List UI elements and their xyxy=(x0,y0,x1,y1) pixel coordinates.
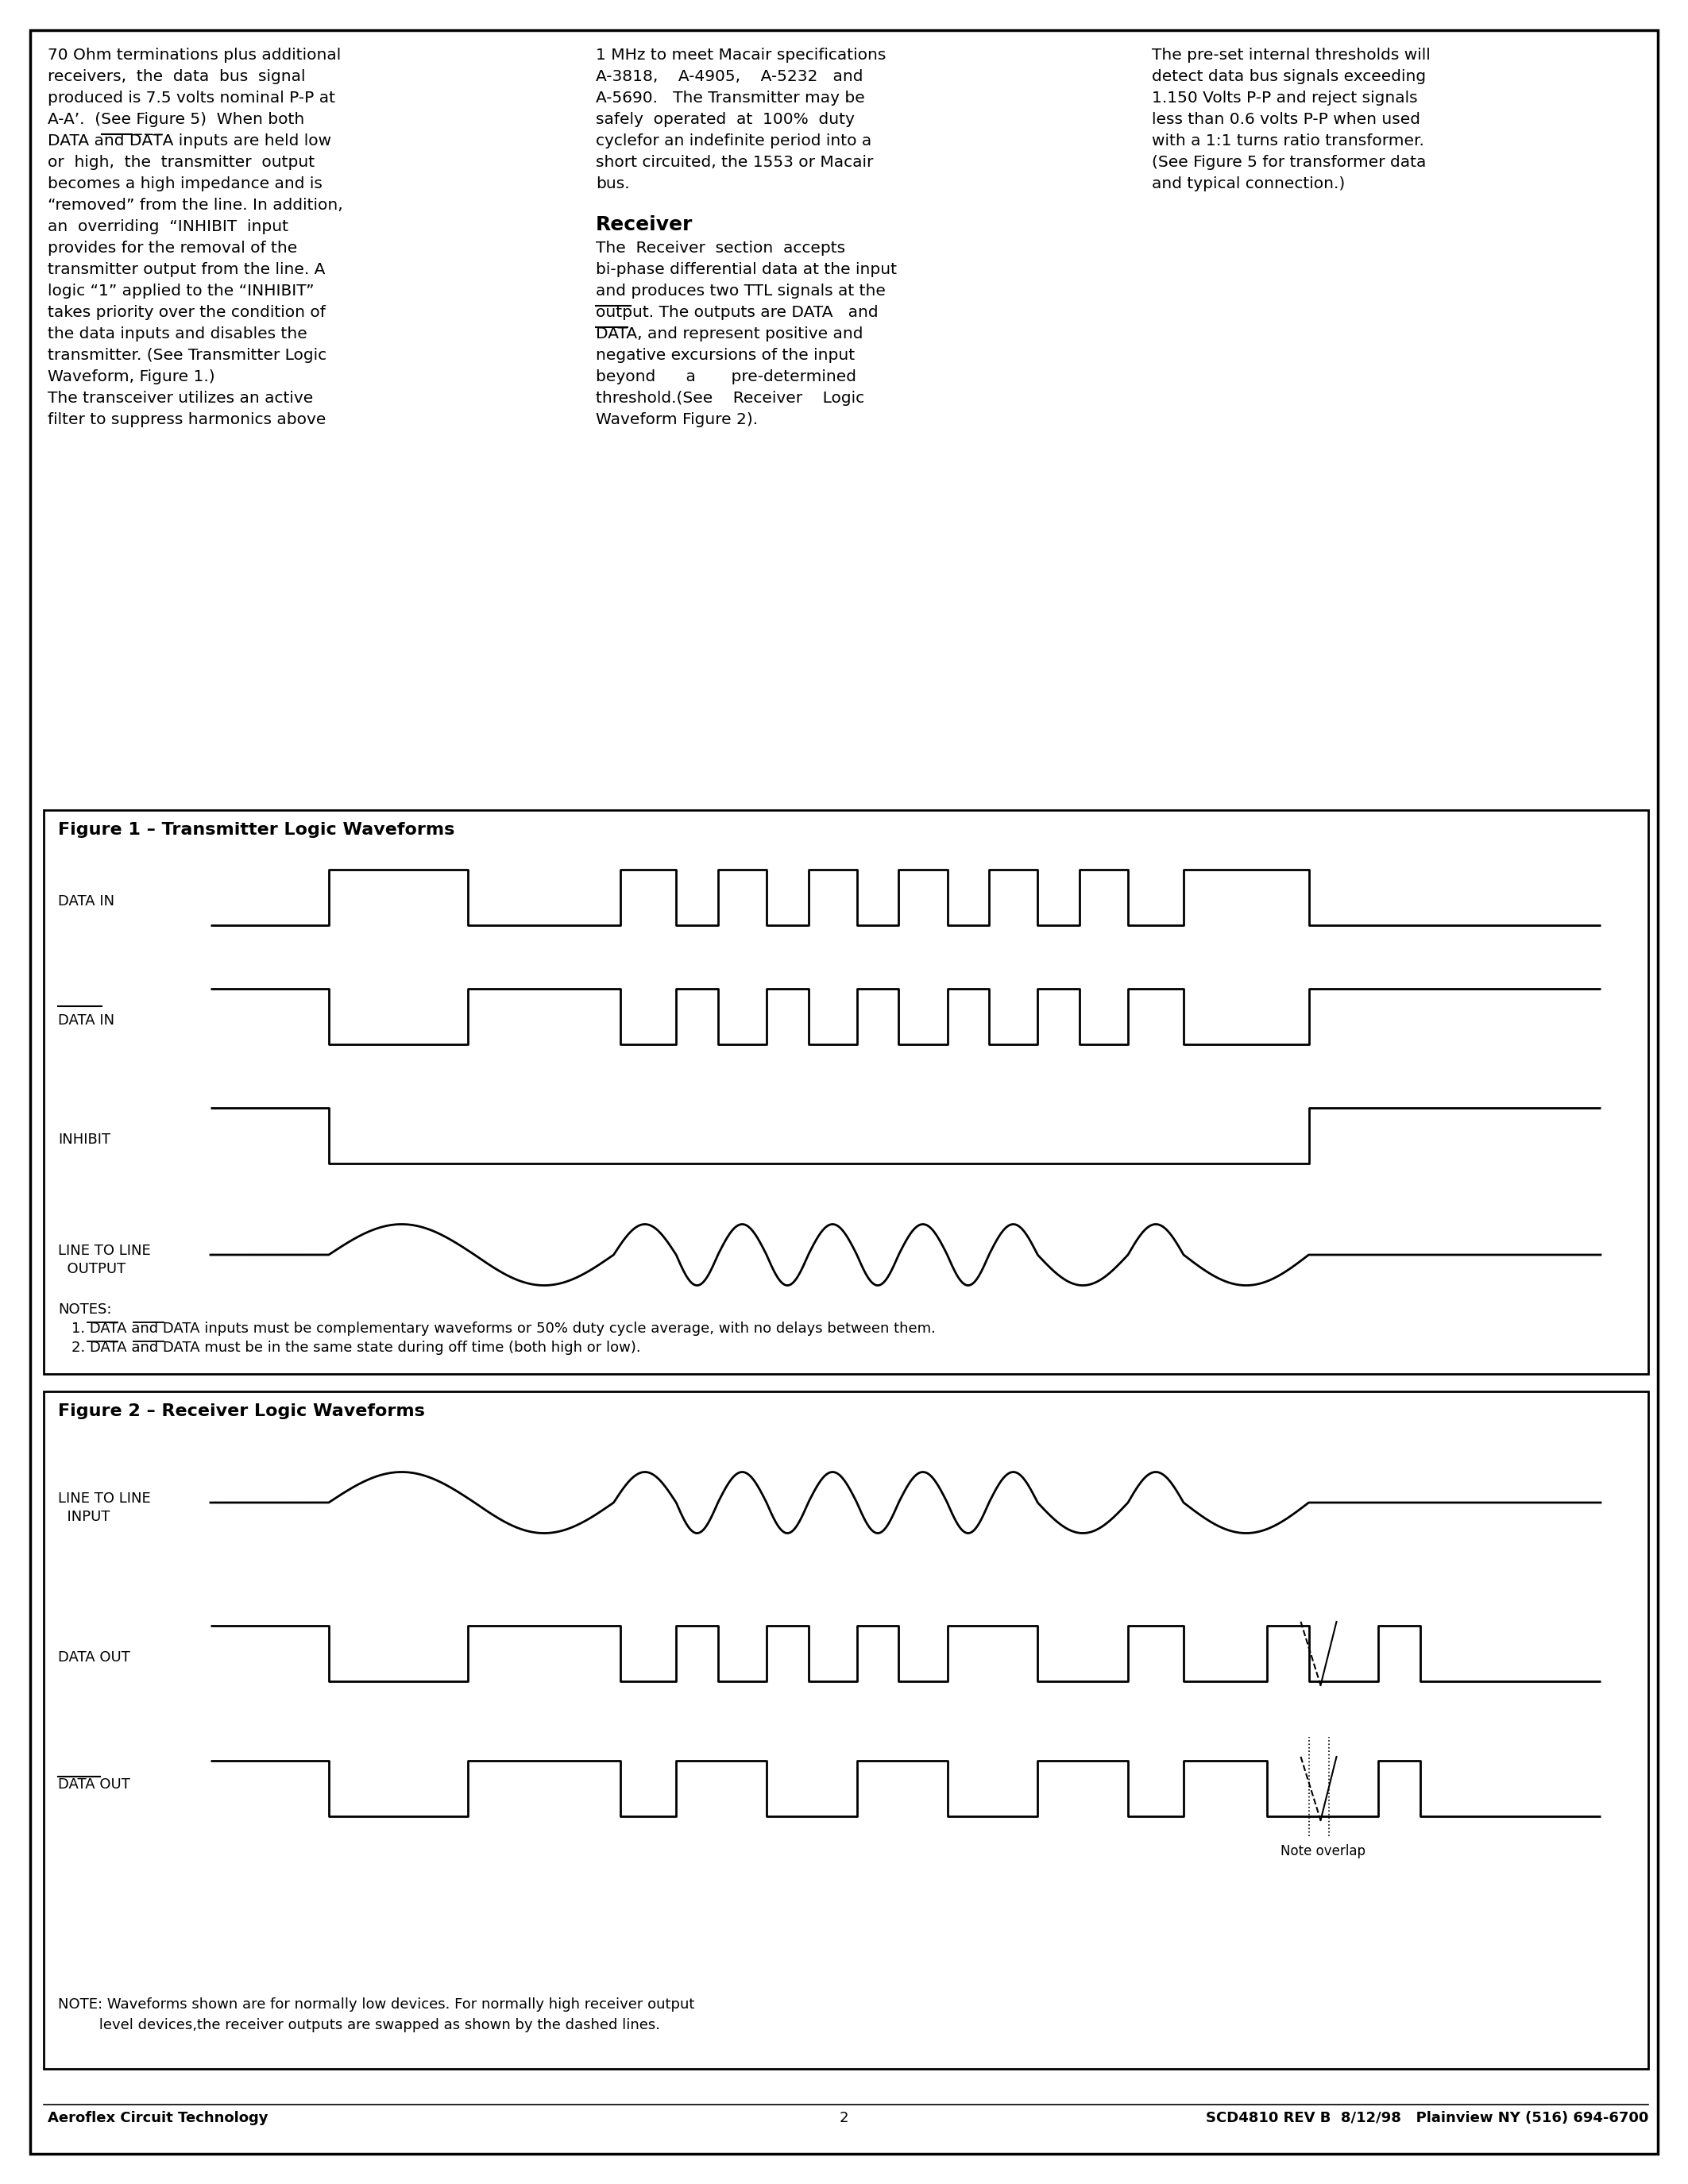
Text: DATA IN: DATA IN xyxy=(57,1013,115,1029)
Bar xyxy=(44,1391,1647,2068)
Text: The transceiver utilizes an active: The transceiver utilizes an active xyxy=(47,391,314,406)
Text: level devices,the receiver outputs are swapped as shown by the dashed lines.: level devices,the receiver outputs are s… xyxy=(57,2018,660,2033)
Text: DATA IN: DATA IN xyxy=(57,893,115,909)
Text: 2: 2 xyxy=(839,2112,849,2125)
Text: logic “1” applied to the “INHIBIT”: logic “1” applied to the “INHIBIT” xyxy=(47,284,314,299)
Text: 70 Ohm terminations plus additional: 70 Ohm terminations plus additional xyxy=(47,48,341,63)
Text: INHIBIT: INHIBIT xyxy=(57,1133,110,1147)
Text: DATA and ̅D̅A̅T̅A inputs are held low: DATA and ̅D̅A̅T̅A inputs are held low xyxy=(47,133,331,149)
Text: receivers,  the  data  bus  signal: receivers, the data bus signal xyxy=(47,70,306,85)
Text: bus.: bus. xyxy=(596,177,630,192)
Text: takes priority over the condition of: takes priority over the condition of xyxy=(47,306,326,321)
Text: transmitter output from the line. A: transmitter output from the line. A xyxy=(47,262,326,277)
Bar xyxy=(44,810,1647,1374)
Text: NOTES:: NOTES: xyxy=(57,1302,111,1317)
Text: LINE TO LINE: LINE TO LINE xyxy=(57,1243,150,1258)
Text: short circuited, the 1553 or Macair: short circuited, the 1553 or Macair xyxy=(596,155,873,170)
Text: INPUT: INPUT xyxy=(57,1509,110,1524)
Text: with a 1:1 turns ratio transformer.: with a 1:1 turns ratio transformer. xyxy=(1151,133,1425,149)
Text: Figure 1 – Transmitter Logic Waveforms: Figure 1 – Transmitter Logic Waveforms xyxy=(57,821,454,839)
Text: The  Receiver  section  accepts: The Receiver section accepts xyxy=(596,240,846,256)
Text: safely  operated  at  100%  duty: safely operated at 100% duty xyxy=(596,111,854,127)
Text: SCD4810 REV B  8/12/98   Plainview NY (516) 694-6700: SCD4810 REV B 8/12/98 Plainview NY (516)… xyxy=(1205,2112,1647,2125)
Text: output. The outputs are DATA   and: output. The outputs are DATA and xyxy=(596,306,878,321)
Text: provides for the removal of the: provides for the removal of the xyxy=(47,240,297,256)
Text: produced is 7.5 volts nominal P-P at: produced is 7.5 volts nominal P-P at xyxy=(47,90,336,105)
Text: A-5690.   The Transmitter may be: A-5690. The Transmitter may be xyxy=(596,90,864,105)
Text: less than 0.6 volts P-P when used: less than 0.6 volts P-P when used xyxy=(1151,111,1420,127)
Text: cyclefor an indefinite period into a: cyclefor an indefinite period into a xyxy=(596,133,871,149)
Text: Waveform, Figure 1.): Waveform, Figure 1.) xyxy=(47,369,214,384)
Text: becomes a high impedance and is: becomes a high impedance and is xyxy=(47,177,322,192)
Text: LINE TO LINE: LINE TO LINE xyxy=(57,1492,150,1505)
Text: threshold.(See    Receiver    Logic: threshold.(See Receiver Logic xyxy=(596,391,864,406)
Text: filter to suppress harmonics above: filter to suppress harmonics above xyxy=(47,413,326,428)
Text: OUTPUT: OUTPUT xyxy=(57,1262,125,1275)
Text: and typical connection.): and typical connection.) xyxy=(1151,177,1345,192)
Text: negative excursions of the input: negative excursions of the input xyxy=(596,347,854,363)
Text: 1.150 Volts P-P and reject signals: 1.150 Volts P-P and reject signals xyxy=(1151,90,1418,105)
Text: A-A’.  (See Figure 5)  When both: A-A’. (See Figure 5) When both xyxy=(47,111,304,127)
Text: 1. DATA and DATA inputs must be complementary waveforms or 50% duty cycle averag: 1. DATA and DATA inputs must be compleme… xyxy=(71,1321,935,1337)
Text: 2. DATA and DATA must be in the same state during off time (both high or low).: 2. DATA and DATA must be in the same sta… xyxy=(71,1341,641,1354)
Text: DATA OUT: DATA OUT xyxy=(57,1651,130,1664)
Text: detect data bus signals exceeding: detect data bus signals exceeding xyxy=(1151,70,1426,85)
Text: (See Figure 5 for transformer data: (See Figure 5 for transformer data xyxy=(1151,155,1426,170)
Text: an  overriding  “INHIBIT  input: an overriding “INHIBIT input xyxy=(47,218,289,234)
Text: bi-phase differential data at the input: bi-phase differential data at the input xyxy=(596,262,896,277)
Text: NOTE: Waveforms shown are for normally low devices. For normally high receiver o: NOTE: Waveforms shown are for normally l… xyxy=(57,1998,694,2011)
Text: Aeroflex Circuit Technology: Aeroflex Circuit Technology xyxy=(47,2112,268,2125)
Text: or  high,  the  transmitter  output: or high, the transmitter output xyxy=(47,155,314,170)
Text: Waveform Figure 2).: Waveform Figure 2). xyxy=(596,413,758,428)
Text: Note overlap: Note overlap xyxy=(1281,1843,1366,1859)
Text: Receiver: Receiver xyxy=(596,216,694,234)
Text: “removed” from the line. In addition,: “removed” from the line. In addition, xyxy=(47,199,343,212)
Text: Figure 2 – Receiver Logic Waveforms: Figure 2 – Receiver Logic Waveforms xyxy=(57,1404,425,1420)
Text: A-3818,    A-4905,    A-5232   and: A-3818, A-4905, A-5232 and xyxy=(596,70,863,85)
Text: transmitter. (See Transmitter Logic: transmitter. (See Transmitter Logic xyxy=(47,347,326,363)
Text: DATA OUT: DATA OUT xyxy=(57,1778,130,1791)
Text: the data inputs and disables the: the data inputs and disables the xyxy=(47,325,307,341)
Text: The pre-set internal thresholds will: The pre-set internal thresholds will xyxy=(1151,48,1430,63)
Text: DATA, and represent positive and: DATA, and represent positive and xyxy=(596,325,863,341)
Text: and produces two TTL signals at the: and produces two TTL signals at the xyxy=(596,284,886,299)
Text: beyond      a       pre-determined: beyond a pre-determined xyxy=(596,369,856,384)
Text: 1 MHz to meet Macair specifications: 1 MHz to meet Macair specifications xyxy=(596,48,886,63)
